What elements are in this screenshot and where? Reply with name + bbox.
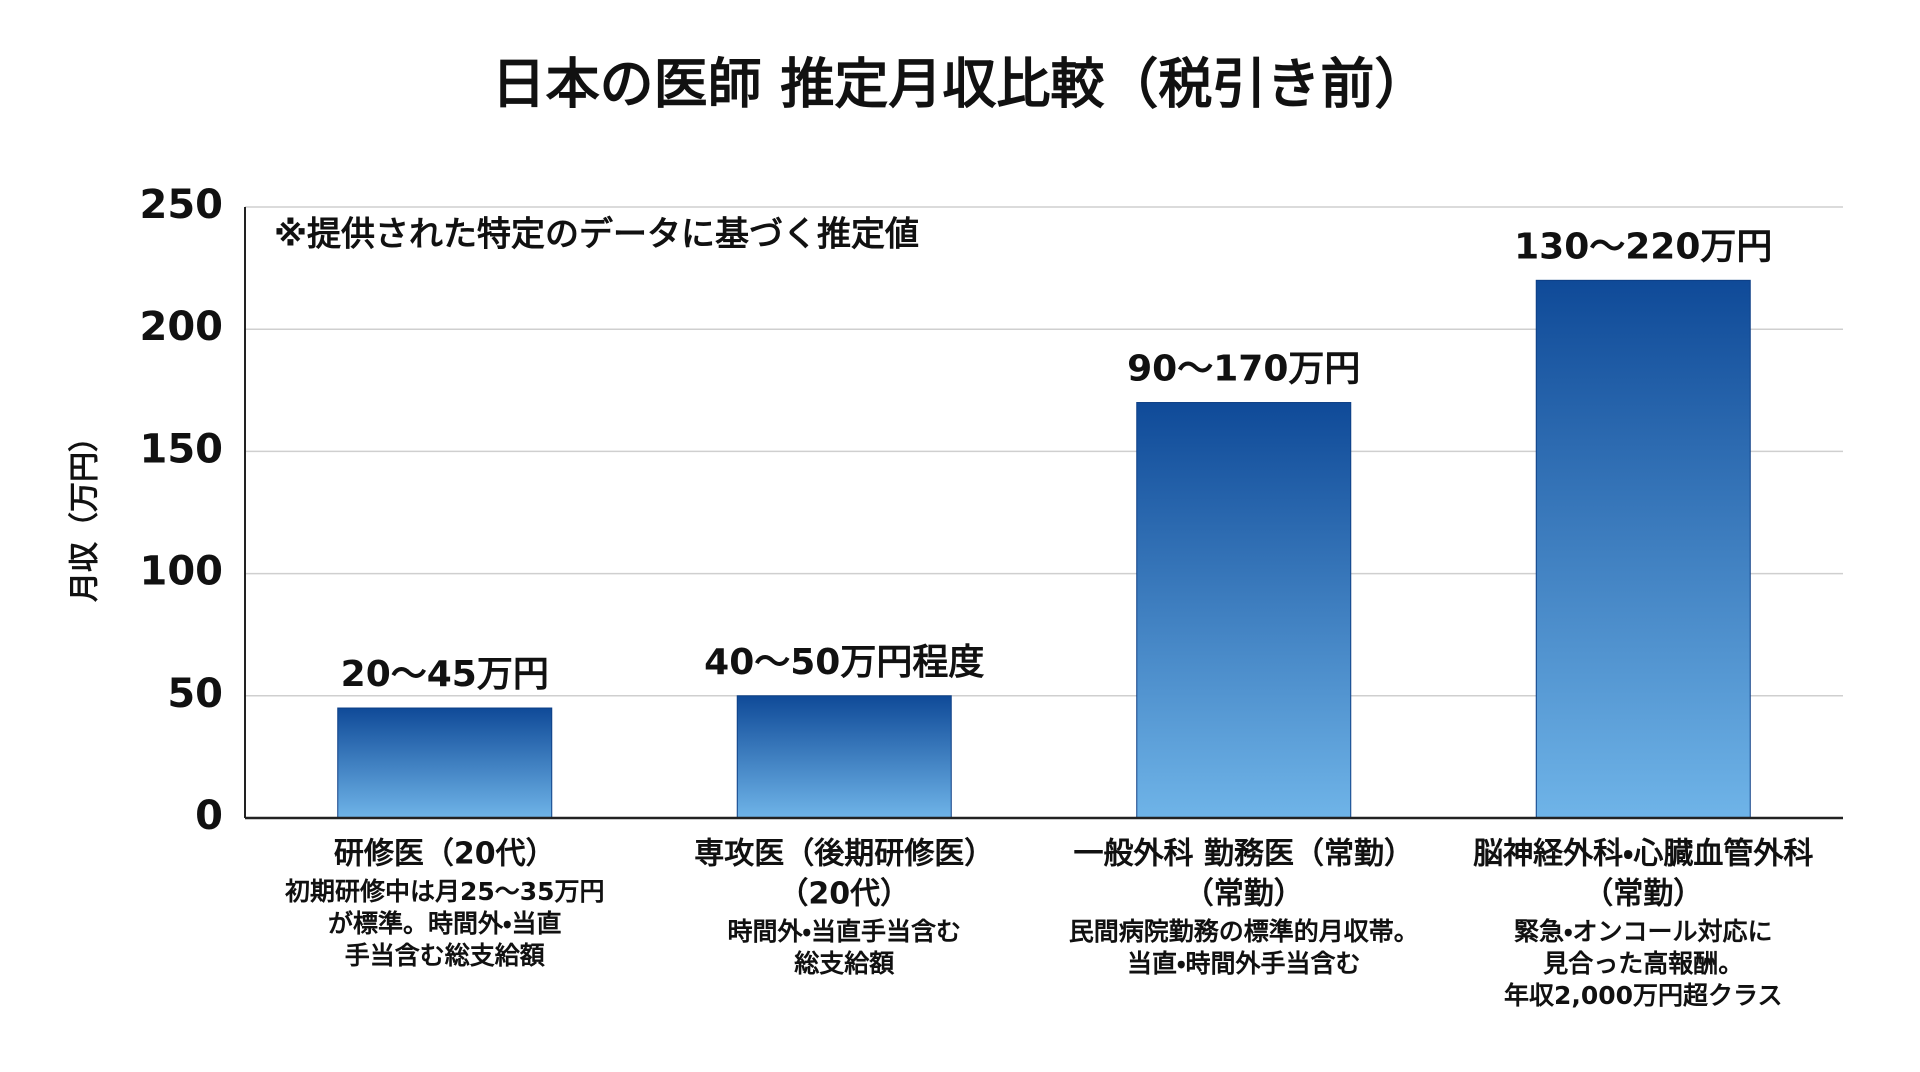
y-tick-label: 200 [140, 304, 224, 350]
bar [337, 707, 553, 819]
bar [1535, 279, 1751, 819]
x-tick-label: （常勤） [1583, 877, 1703, 912]
category-description: 初期研修中は月25〜35万円 [284, 877, 605, 906]
category-description: が標準。時間外・当直 [328, 909, 562, 938]
category-description: 時間外・当直手当含む [727, 917, 961, 946]
category-description: 手当含む総支給額 [345, 941, 546, 970]
y-tick-label: 250 [140, 182, 224, 228]
x-tick-label: （20代） [778, 877, 910, 912]
value-label: 90〜170万円 [1127, 349, 1360, 390]
category-description: 年収2,000万円超クラス [1504, 981, 1783, 1010]
y-tick-label: 0 [195, 793, 223, 839]
x-tick-label: 研修医（20代） [334, 837, 556, 872]
bar [1136, 402, 1352, 819]
category-description: 当直・時間外手当含む [1127, 949, 1361, 978]
chart-title: 日本の医師 推定月収比較（税引き前） [492, 53, 1429, 116]
x-tick-label: （常勤） [1184, 877, 1304, 912]
bar [736, 695, 952, 819]
y-axis-label: 月収（万円） [68, 422, 103, 602]
y-tick-label: 100 [140, 549, 224, 595]
value-label: 40〜50万円程度 [704, 642, 984, 683]
x-tick-label: 脳神経外科・心臓血管外科 [1473, 837, 1813, 872]
category-description: 民間病院勤務の標準的月収帯。 [1069, 917, 1419, 946]
annotation: ※提供された特定のデータに基づく推定値 [274, 215, 919, 255]
category-description: 総支給額 [794, 949, 895, 978]
value-label: 20〜45万円 [341, 654, 549, 695]
y-tick-label: 150 [140, 426, 224, 472]
category-description: 見合った高報酬。 [1543, 949, 1743, 978]
value-label: 130〜220万円 [1514, 226, 1772, 267]
x-tick-label: 専攻医（後期研修医） [694, 837, 994, 872]
y-tick-label: 50 [167, 671, 223, 717]
x-tick-label: 一般外科 勤務医（常勤） [1074, 837, 1414, 872]
category-description: 緊急・オンコール対応に [1514, 917, 1773, 946]
